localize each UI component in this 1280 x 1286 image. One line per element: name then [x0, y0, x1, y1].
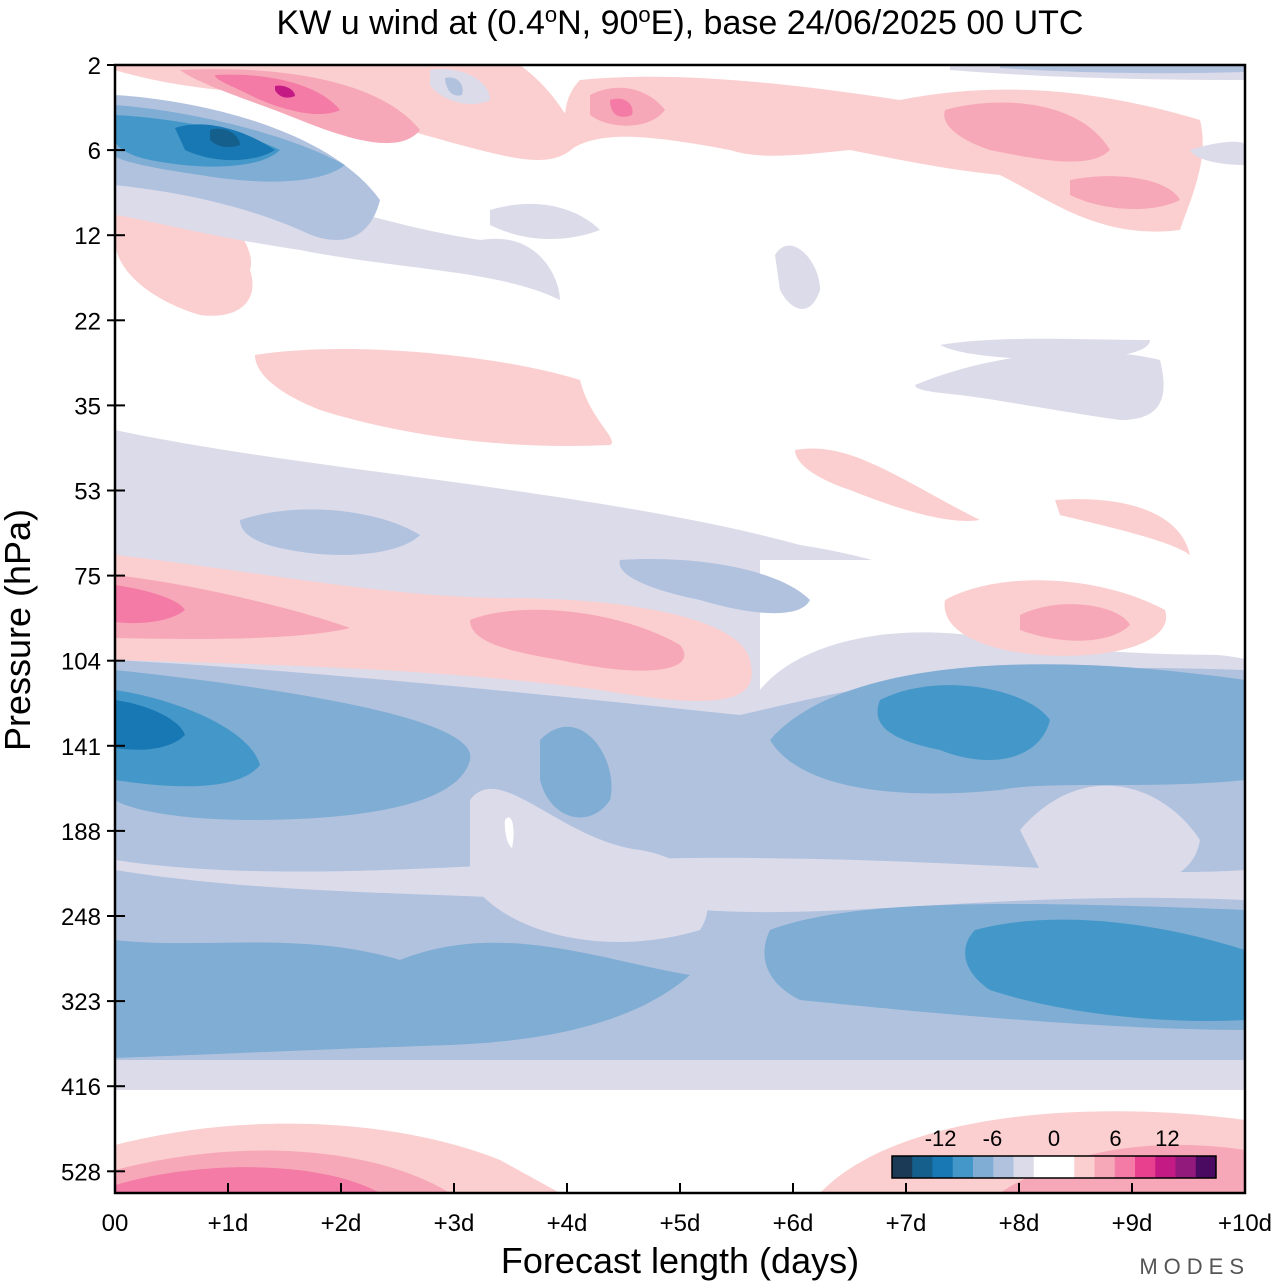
contour-mid-blue-141-center: [540, 726, 612, 818]
x-tick-label: +10d: [1218, 1210, 1272, 1237]
colorbar-label: -12: [925, 1126, 957, 1151]
x-tick-label: +3d: [434, 1210, 475, 1237]
contour-mid-blue-323: [115, 940, 690, 1058]
colorbar-swatch: [892, 1156, 913, 1178]
contour-pink-2: [215, 74, 340, 115]
y-tick-label: 416: [61, 1074, 101, 1101]
y-tick-label: 323: [61, 989, 101, 1016]
y-tick-label: 35: [74, 393, 101, 420]
contour-white-hole-188: [504, 817, 514, 848]
contour-blue-141-right: [877, 685, 1050, 760]
contour-pink-low: [115, 1167, 380, 1193]
x-tick-label: +7d: [886, 1210, 927, 1237]
colorbar-swatch: [1114, 1156, 1136, 1178]
colorbar-swatch: [1013, 1156, 1035, 1178]
y-axis-title: Pressure (hPa): [0, 509, 38, 751]
contour-pale-pink-55: [795, 448, 980, 521]
contour-lavender-6-right: [1190, 141, 1245, 165]
x-tick-label: +9d: [1112, 1210, 1153, 1237]
colorbar-swatch: [1195, 1156, 1217, 1178]
colorbar-swatch: [1135, 1156, 1156, 1178]
y-tick-label: 75: [74, 564, 101, 591]
contour-field: [115, 65, 1245, 1193]
x-tick-label: +5d: [660, 1210, 701, 1237]
x-axis: 00 +1d +2d +3d +4d +5d +6d +7d +8d +9d +10d: [102, 1183, 1272, 1237]
colorbar-label: 12: [1155, 1126, 1179, 1151]
y-tick-label: 2: [88, 53, 101, 80]
contour-lavender-25: [940, 338, 1150, 360]
contour-dark-blue-141: [115, 700, 185, 750]
colorbar: -12 -6 0 6 12: [891, 1126, 1217, 1179]
colorbar-swatch: [1175, 1156, 1197, 1178]
contour-darkest-blue-6: [210, 128, 240, 148]
colorbar-label: 6: [1109, 1126, 1121, 1151]
x-tick-label: 00: [102, 1210, 129, 1237]
contour-pale-pink-22: [255, 349, 613, 446]
contour-pink-4b: [610, 98, 633, 117]
y-tick-label: 141: [61, 734, 101, 761]
contour-lavender-15: [775, 245, 820, 309]
contour-light-pink-85: [115, 575, 350, 639]
y-tick-label: 53: [74, 479, 101, 506]
contour-pale-blue-80: [619, 559, 810, 614]
y-tick-label: 22: [74, 308, 101, 335]
colorbar-swatch: [1033, 1156, 1055, 1178]
colorbar-swatch: [932, 1156, 954, 1178]
contour-blue-323-right: [965, 919, 1245, 1021]
contour-lavender-10: [490, 203, 600, 240]
contour-light-pink-4c: [944, 102, 1110, 162]
x-tick-label: +2d: [321, 1210, 362, 1237]
contour-lavender-hole-right: [1020, 785, 1200, 886]
x-axis-title: Forecast length (days): [501, 1240, 859, 1281]
x-tick-label: +4d: [547, 1210, 588, 1237]
y-tick-label: 528: [61, 1159, 101, 1186]
colorbar-swatch: [1074, 1156, 1095, 1178]
x-tick-label: +1d: [208, 1210, 249, 1237]
colorbar-label: -6: [983, 1126, 1003, 1151]
colorbar-swatch: [912, 1156, 933, 1178]
contour-pale-pink-60: [1055, 499, 1190, 555]
contour-light-pink-90b: [470, 609, 685, 671]
colorbar-swatch: [973, 1156, 994, 1178]
brand-logo: MODES: [1139, 1254, 1250, 1279]
colorbar-swatch: [1054, 1156, 1075, 1178]
x-tick-label: +8d: [999, 1210, 1040, 1237]
colorbar-swatch: [993, 1156, 1014, 1178]
y-tick-label: 104: [61, 649, 101, 676]
contour-light-pink-88-right: [1020, 604, 1130, 641]
contour-light-pink-4d: [1070, 176, 1180, 210]
chart-title: KW u wind at (0.4oN, 90oE), base 24/06/2…: [277, 2, 1084, 42]
y-tick-label: 248: [61, 904, 101, 931]
contour-pink-85: [115, 585, 185, 624]
y-tick-label: 12: [74, 223, 101, 250]
colorbar-swatch: [1094, 1156, 1116, 1178]
contour-lavender-hole: [470, 788, 708, 942]
contour-pale-blue-4: [445, 77, 463, 96]
contour-lavender-30: [915, 352, 1164, 420]
x-tick-label: +6d: [773, 1210, 814, 1237]
y-axis: 2 6 12 22 35 53 75 104 141 188 248 323 416 528: [61, 53, 125, 1186]
contour-pale-blue-2-right: [1000, 65, 1245, 74]
colorbar-frame: [891, 1155, 1217, 1179]
colorbar-label: 0: [1048, 1126, 1060, 1151]
colorbar-swatch: [1155, 1156, 1176, 1178]
y-tick-label: 6: [88, 138, 101, 165]
colorbar-swatch: [952, 1156, 974, 1178]
contour-magenta-2: [275, 85, 295, 98]
y-tick-label: 188: [61, 819, 101, 846]
contour-pale-blue-60: [240, 509, 420, 555]
